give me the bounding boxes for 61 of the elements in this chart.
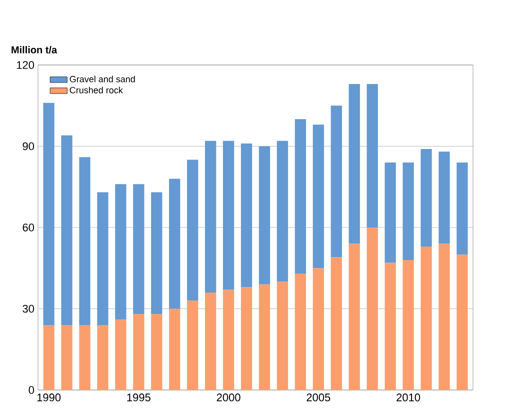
bar [222,140,234,290]
bar [438,152,450,244]
bar [187,160,198,301]
x-tick-label: 1995 [127,394,150,402]
bar [420,148,432,246]
bar [151,314,162,390]
bar [79,157,90,325]
bar [79,324,90,390]
x-tick-label: 2000 [216,394,240,402]
bar [312,268,324,390]
bar [276,140,288,282]
bar [97,192,108,325]
bar [151,192,162,314]
legend-label: Crushed rock [70,86,123,94]
bar [115,320,126,390]
x-tick-label: 1990 [37,394,61,402]
bar [348,244,360,390]
bar [312,124,324,268]
bar [61,324,72,390]
bar [402,162,414,260]
x-tick-label: 2005 [306,394,330,402]
bar [384,262,396,390]
bar [133,184,144,314]
bar [97,324,108,390]
bar [43,102,54,325]
bar [169,178,180,309]
bar [330,106,342,258]
bar [43,324,54,390]
y-tick-label: 120 [16,61,34,69]
y-axis-title: Million t/a [12,46,58,54]
bar [294,119,306,274]
bar [366,84,378,228]
bar [330,257,342,390]
bar [133,314,144,390]
legend-label: Gravel and sand [70,76,135,82]
bar [438,244,450,390]
y-tick-label: 30 [22,304,34,313]
bar [384,162,396,263]
bar [276,282,288,390]
y-tick-label: 60 [22,224,34,232]
bar [204,292,216,390]
bar [61,135,72,325]
bar [348,84,360,244]
x-tick-label: 2010 [396,394,420,402]
y-tick-label: 0 [28,386,34,394]
bar [240,144,252,288]
bar [366,227,378,390]
bar [222,290,234,390]
bar [420,246,432,390]
bar [258,146,270,284]
y-tick-label: 90 [22,142,34,150]
bar [187,300,198,390]
bar [456,162,468,255]
bar [456,254,468,390]
bar [258,284,270,390]
bar [169,308,180,390]
bar [402,260,414,390]
bar [115,184,126,320]
bar [204,140,216,292]
bar [294,274,306,390]
bar [240,287,252,390]
